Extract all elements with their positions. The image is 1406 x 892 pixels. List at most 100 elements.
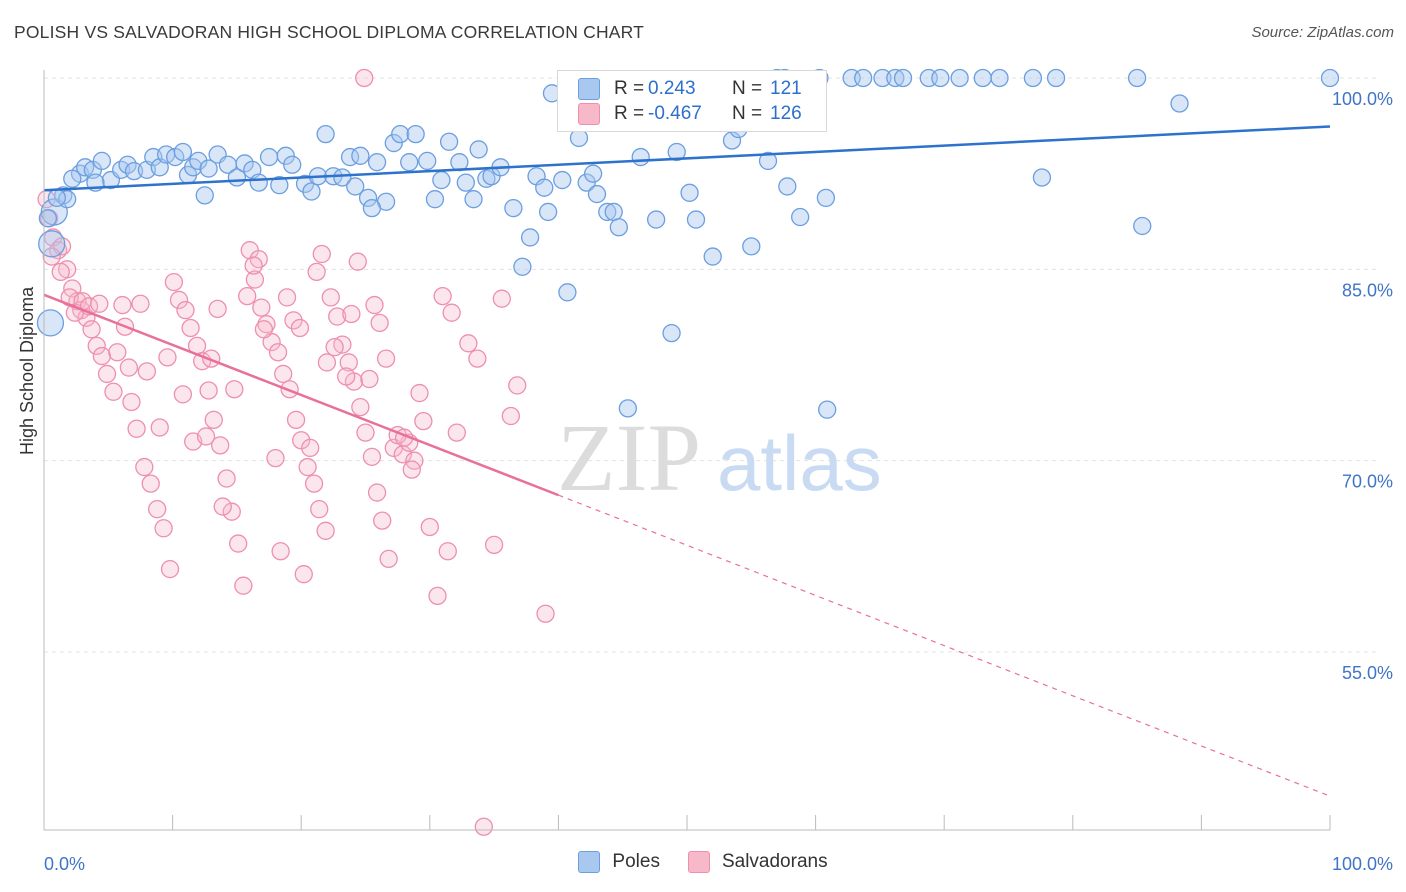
salvadorans-swatch xyxy=(687,851,710,873)
poles-point xyxy=(384,133,403,153)
poles-point xyxy=(276,146,295,165)
poles-point xyxy=(391,124,410,144)
salvadorans-point xyxy=(92,346,112,366)
salvadorans-point xyxy=(252,298,271,317)
salvadorans-point xyxy=(316,521,335,540)
poles-point xyxy=(199,159,218,178)
poles-point xyxy=(742,237,761,256)
salvadorans-point xyxy=(410,383,429,403)
salvadorans-point xyxy=(348,252,367,271)
poles-point xyxy=(513,257,532,276)
poles-point xyxy=(758,151,778,171)
poles-point xyxy=(893,68,913,88)
salvadorans-point xyxy=(356,423,375,442)
salvadorans-point xyxy=(160,559,180,579)
salvadorans-point xyxy=(337,367,356,386)
poles-point xyxy=(703,247,722,266)
poles-point xyxy=(1133,216,1152,236)
salvadorans-point xyxy=(492,289,511,308)
n-value: 126 xyxy=(770,103,802,124)
poles-point xyxy=(1320,68,1340,88)
poles-point xyxy=(680,183,699,202)
poles-point xyxy=(667,142,686,162)
y-tick-label: 70.0% xyxy=(1342,472,1393,492)
salvadorans-point xyxy=(238,286,257,306)
legend-item-poles[interactable]: Poles xyxy=(578,851,660,873)
salvadorans-point xyxy=(459,334,478,353)
poles-point xyxy=(587,184,607,204)
salvadorans-point xyxy=(181,318,200,338)
poles-point xyxy=(973,68,992,88)
poles-point xyxy=(558,283,577,302)
poles-point xyxy=(195,186,214,205)
poles-point xyxy=(598,202,617,222)
salvadorans-point xyxy=(268,343,288,362)
salvadorans-point xyxy=(245,270,265,289)
poles-point xyxy=(535,178,554,197)
poles-point xyxy=(950,68,969,88)
n-value: 121 xyxy=(770,78,802,99)
legend-row-poles: R = 0.243 N = 121 xyxy=(578,77,802,101)
y-tick-label: 100.0% xyxy=(1332,89,1393,109)
salvadorans-point xyxy=(536,604,555,623)
poles-point xyxy=(778,177,797,196)
salvadorans-point xyxy=(355,68,374,88)
poles-point xyxy=(553,170,572,190)
poles-points xyxy=(36,68,1340,419)
poles-point xyxy=(646,210,666,229)
salvadorans-point xyxy=(294,565,313,584)
salvadorans-point xyxy=(376,349,396,368)
salvadorans-point xyxy=(414,411,433,431)
salvadorans-point xyxy=(328,307,347,326)
salvadorans-point xyxy=(474,817,493,836)
salvadorans-point xyxy=(266,448,285,468)
chart-title: POLISH VS SALVADORAN HIGH SCHOOL DIPLOMA… xyxy=(14,22,645,42)
poles-point xyxy=(469,140,488,159)
poles-point xyxy=(316,124,335,144)
poles-point xyxy=(439,132,459,151)
poles-point xyxy=(432,170,451,190)
poles-point xyxy=(173,142,193,162)
poles-point xyxy=(854,68,873,88)
salvadorans-swatch xyxy=(578,103,600,125)
salvadorans-point xyxy=(310,499,329,519)
salvadorans-point xyxy=(447,423,466,442)
salvadorans-point xyxy=(164,272,184,292)
poles-point xyxy=(520,228,540,247)
watermark-zip: ZIP xyxy=(557,404,701,511)
poles-trendline xyxy=(43,125,1331,192)
salvadorans-point xyxy=(298,457,317,477)
salvadorans-point xyxy=(173,385,193,404)
salvadorans-point xyxy=(370,313,389,333)
salvadorans-point xyxy=(312,244,331,264)
salvadorans-point xyxy=(158,348,177,367)
poles-point xyxy=(1127,68,1147,88)
salvadorans-point xyxy=(217,469,236,488)
stats-legend: R = 0.243 N = 121 R = -0.467 N = 126 xyxy=(557,70,827,132)
legend-label-poles: Poles xyxy=(612,851,660,872)
salvadorans-point xyxy=(301,438,320,458)
poles-point xyxy=(358,188,378,208)
poles-point xyxy=(47,188,67,208)
salvadorans-point xyxy=(317,353,337,372)
poles-point xyxy=(791,207,810,227)
poles-point xyxy=(816,188,836,208)
salvadorans-point xyxy=(90,294,109,313)
poles-point xyxy=(418,151,437,171)
salvadorans-point xyxy=(204,410,223,429)
salvadorans-point xyxy=(501,406,520,426)
poles-point xyxy=(818,400,837,419)
salvadorans-point xyxy=(402,460,421,479)
poles-point xyxy=(351,146,370,165)
salvadorans-point xyxy=(442,303,461,322)
poles-point xyxy=(367,153,387,172)
poles-point xyxy=(569,128,589,148)
salvadorans-point xyxy=(104,382,123,401)
poles-point xyxy=(249,173,268,192)
salvadorans-point xyxy=(176,301,195,320)
poles-point xyxy=(583,164,603,183)
legend-item-salvadorans[interactable]: Salvadorans xyxy=(687,851,828,873)
poles-point xyxy=(1170,94,1189,113)
poles-point xyxy=(886,68,905,88)
n-label: N = xyxy=(732,103,763,124)
